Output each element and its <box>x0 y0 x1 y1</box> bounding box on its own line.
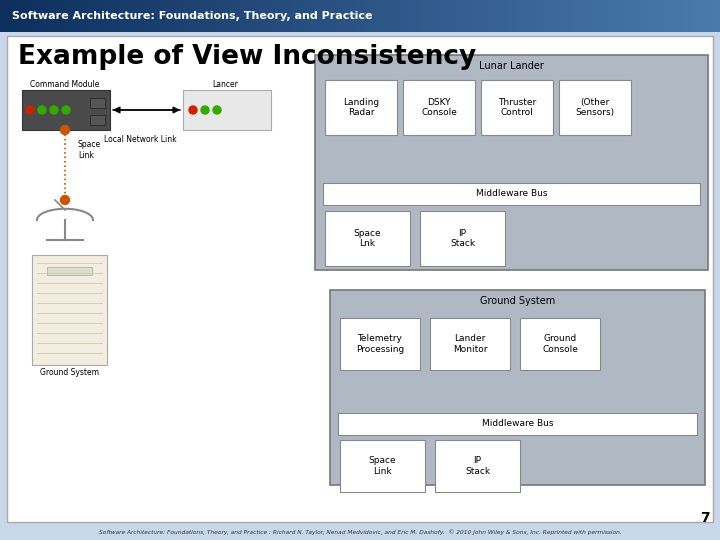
Bar <box>430 318 510 370</box>
Text: Lancer
Computer: Lancer Computer <box>206 80 244 99</box>
Circle shape <box>50 106 58 114</box>
Circle shape <box>60 195 70 205</box>
Text: Local Network Link: Local Network Link <box>104 135 176 144</box>
Text: Thruster
Control: Thruster Control <box>498 98 536 117</box>
Bar <box>47 267 92 275</box>
Bar <box>340 318 420 370</box>
Text: Lunar Lander: Lunar Lander <box>479 61 544 71</box>
Text: Space
Lnk: Space Lnk <box>354 229 382 248</box>
Bar <box>315 55 708 270</box>
Text: Middleware Bus: Middleware Bus <box>476 190 547 199</box>
Circle shape <box>26 106 34 114</box>
Bar <box>22 90 110 130</box>
Text: Command Module
Computer: Command Module Computer <box>30 80 99 99</box>
Text: Landing
Radar: Landing Radar <box>343 98 379 117</box>
Circle shape <box>189 106 197 114</box>
Text: Ground
Console: Ground Console <box>542 334 578 354</box>
Text: Software Architecture: Foundations, Theory, and Practice : Richard N. Taylor, Ne: Software Architecture: Foundations, Theo… <box>99 529 621 535</box>
Text: Space
Link: Space Link <box>78 140 101 160</box>
Bar <box>340 440 425 492</box>
Text: Lander
Monitor: Lander Monitor <box>453 334 487 354</box>
Bar <box>520 318 600 370</box>
Circle shape <box>60 125 70 134</box>
Circle shape <box>201 106 209 114</box>
Bar <box>435 440 520 492</box>
Bar <box>325 211 410 266</box>
Text: (Other
Sensors): (Other Sensors) <box>575 98 615 117</box>
Bar <box>90 115 105 125</box>
Circle shape <box>213 106 221 114</box>
Bar <box>32 255 107 365</box>
Bar <box>420 211 505 266</box>
Circle shape <box>62 106 70 114</box>
Text: Software Architecture: Foundations, Theory, and Practice: Software Architecture: Foundations, Theo… <box>12 11 372 21</box>
Text: Ground System: Ground System <box>40 368 99 377</box>
Bar <box>403 80 475 135</box>
Bar <box>90 98 105 108</box>
Text: Example of View Inconsistency: Example of View Inconsistency <box>18 44 476 70</box>
Bar <box>323 183 700 205</box>
Text: DSKY
Console: DSKY Console <box>421 98 457 117</box>
Bar <box>559 80 631 135</box>
Text: Ground System: Ground System <box>480 296 555 306</box>
Text: IP
Stack: IP Stack <box>450 229 475 248</box>
Bar <box>325 80 397 135</box>
Bar <box>330 290 705 485</box>
Text: Middleware Bus: Middleware Bus <box>482 420 553 429</box>
Text: Telemetry
Processing: Telemetry Processing <box>356 334 404 354</box>
Circle shape <box>38 106 46 114</box>
Bar <box>338 413 697 435</box>
Bar <box>183 90 271 130</box>
Text: 7: 7 <box>701 511 710 525</box>
Text: IP
Stack: IP Stack <box>465 456 490 476</box>
Bar <box>481 80 553 135</box>
Text: Space
Link: Space Link <box>369 456 396 476</box>
